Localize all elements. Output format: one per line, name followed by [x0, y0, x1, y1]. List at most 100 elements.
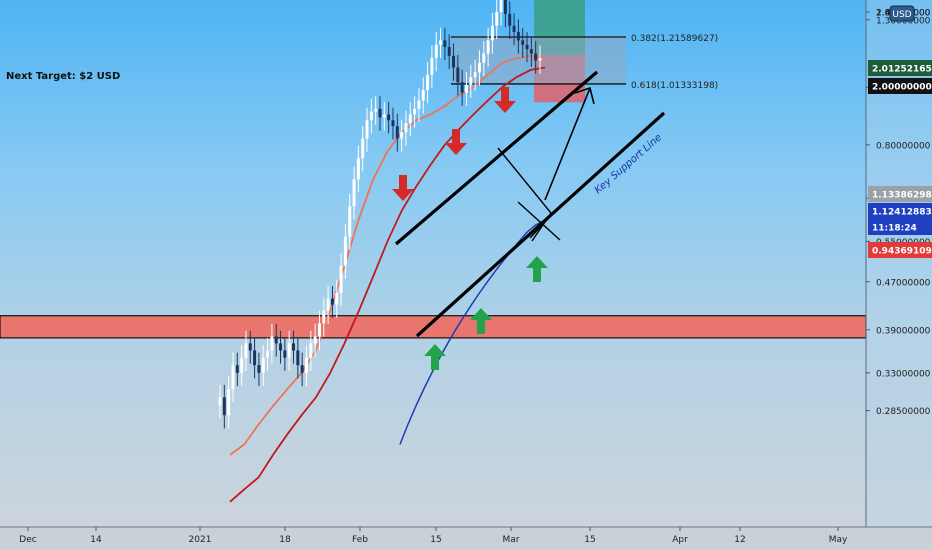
candle-73 — [534, 41, 538, 74]
projection-arrowhead — [574, 86, 595, 105]
candle-body-56 — [460, 82, 464, 93]
channel-annotation: Key Support Line — [593, 132, 664, 196]
candle-9 — [257, 352, 261, 387]
candle-body-57 — [464, 84, 468, 93]
candle-body-27 — [335, 292, 339, 305]
candle-38 — [382, 101, 386, 131]
candle-body-4 — [235, 365, 239, 373]
candle-body-48 — [426, 74, 430, 90]
candle-body-49 — [430, 58, 434, 75]
candle-57 — [464, 72, 468, 106]
candle-body-59 — [473, 72, 477, 78]
arrow-down-1 — [445, 129, 467, 155]
candle-body-67 — [508, 13, 512, 26]
candle-body-65 — [499, 0, 503, 12]
y-tick-label-11: 0.28500000 — [876, 407, 931, 417]
candle-body-45 — [413, 108, 417, 115]
candle-65 — [499, 0, 503, 26]
moving-average-1 — [229, 66, 546, 503]
candle-15 — [283, 337, 287, 371]
price-label-box-1 — [868, 78, 932, 94]
candle-body-43 — [404, 123, 408, 133]
candle-body-15 — [283, 350, 287, 358]
candle-body-31 — [352, 179, 356, 207]
arrow-up-0 — [424, 344, 446, 370]
candle-22 — [313, 323, 317, 357]
candle-36 — [374, 96, 378, 125]
candle-body-14 — [279, 343, 283, 351]
candle-body-21 — [309, 343, 313, 358]
candle-body-17 — [292, 343, 296, 351]
candle-56 — [460, 69, 464, 106]
x-tick-label-2: 2021 — [189, 535, 212, 545]
candle-60 — [477, 50, 481, 86]
candle-70 — [521, 27, 525, 58]
cross-line-b — [529, 203, 563, 239]
candle-44 — [408, 101, 412, 137]
candle-1 — [222, 384, 226, 429]
candle-body-2 — [227, 388, 231, 416]
candle-body-19 — [300, 365, 304, 373]
candle-67 — [508, 1, 512, 40]
candle-7 — [248, 330, 252, 364]
candle-body-9 — [257, 365, 261, 373]
candle-body-63 — [490, 25, 494, 41]
candle-body-33 — [361, 138, 365, 159]
x-tick-label-4: Feb — [352, 535, 368, 545]
price-label-1: 2.00000000 — [872, 83, 932, 93]
candle-body-23 — [317, 323, 321, 337]
projection-path — [544, 87, 591, 201]
candle-body-73 — [534, 53, 538, 61]
candle-64 — [495, 0, 499, 40]
time-axis-bg — [0, 527, 932, 550]
price-label-box-5 — [868, 242, 932, 258]
x-tick-label-5: 15 — [430, 535, 441, 545]
candle-body-37 — [378, 108, 382, 118]
candle-45 — [413, 96, 417, 128]
candle-18 — [296, 337, 300, 379]
candle-body-52 — [443, 40, 447, 47]
arrow-up-1 — [470, 308, 492, 334]
candle-body-41 — [395, 126, 399, 139]
candle-body-25 — [326, 298, 330, 311]
x-tick-label-0: Dec — [19, 535, 36, 545]
candle-body-39 — [387, 114, 391, 121]
candle-17 — [292, 330, 296, 364]
currency-button[interactable]: USD — [889, 5, 915, 22]
candle-34 — [365, 107, 369, 152]
candle-74 — [538, 45, 542, 74]
candle-27 — [335, 280, 339, 318]
candle-body-40 — [391, 120, 395, 127]
candle-25 — [326, 286, 330, 324]
price-label-box-4 — [868, 219, 932, 235]
candle-body-8 — [253, 350, 257, 366]
candle-40 — [391, 107, 395, 140]
candle-32 — [356, 145, 360, 193]
price-axis-group: 2.82.400000001.600000001.300000001.00000… — [865, 0, 932, 527]
candle-47 — [421, 77, 425, 114]
candle-49 — [430, 45, 434, 88]
candle-body-32 — [356, 158, 360, 180]
x-tick-label-8: Apr — [672, 535, 688, 545]
key-support-line — [415, 111, 666, 338]
candle-body-60 — [477, 62, 481, 73]
candle-body-72 — [529, 49, 533, 54]
candle-12 — [270, 323, 274, 364]
candle-14 — [279, 330, 283, 364]
candle-35 — [369, 99, 373, 134]
candle-body-11 — [266, 350, 270, 358]
candle-39 — [387, 101, 391, 134]
candle-61 — [482, 41, 486, 77]
candle-body-71 — [525, 44, 529, 50]
price-label-2: 1.13386298 — [872, 191, 932, 201]
candle-body-1 — [222, 397, 226, 416]
price-label-box-3 — [868, 203, 932, 219]
triangle-pattern — [497, 147, 552, 242]
candle-26 — [330, 286, 334, 318]
candle-31 — [352, 166, 356, 220]
candle-55 — [456, 54, 460, 96]
candle-71 — [525, 32, 529, 63]
candle-body-22 — [313, 336, 317, 344]
